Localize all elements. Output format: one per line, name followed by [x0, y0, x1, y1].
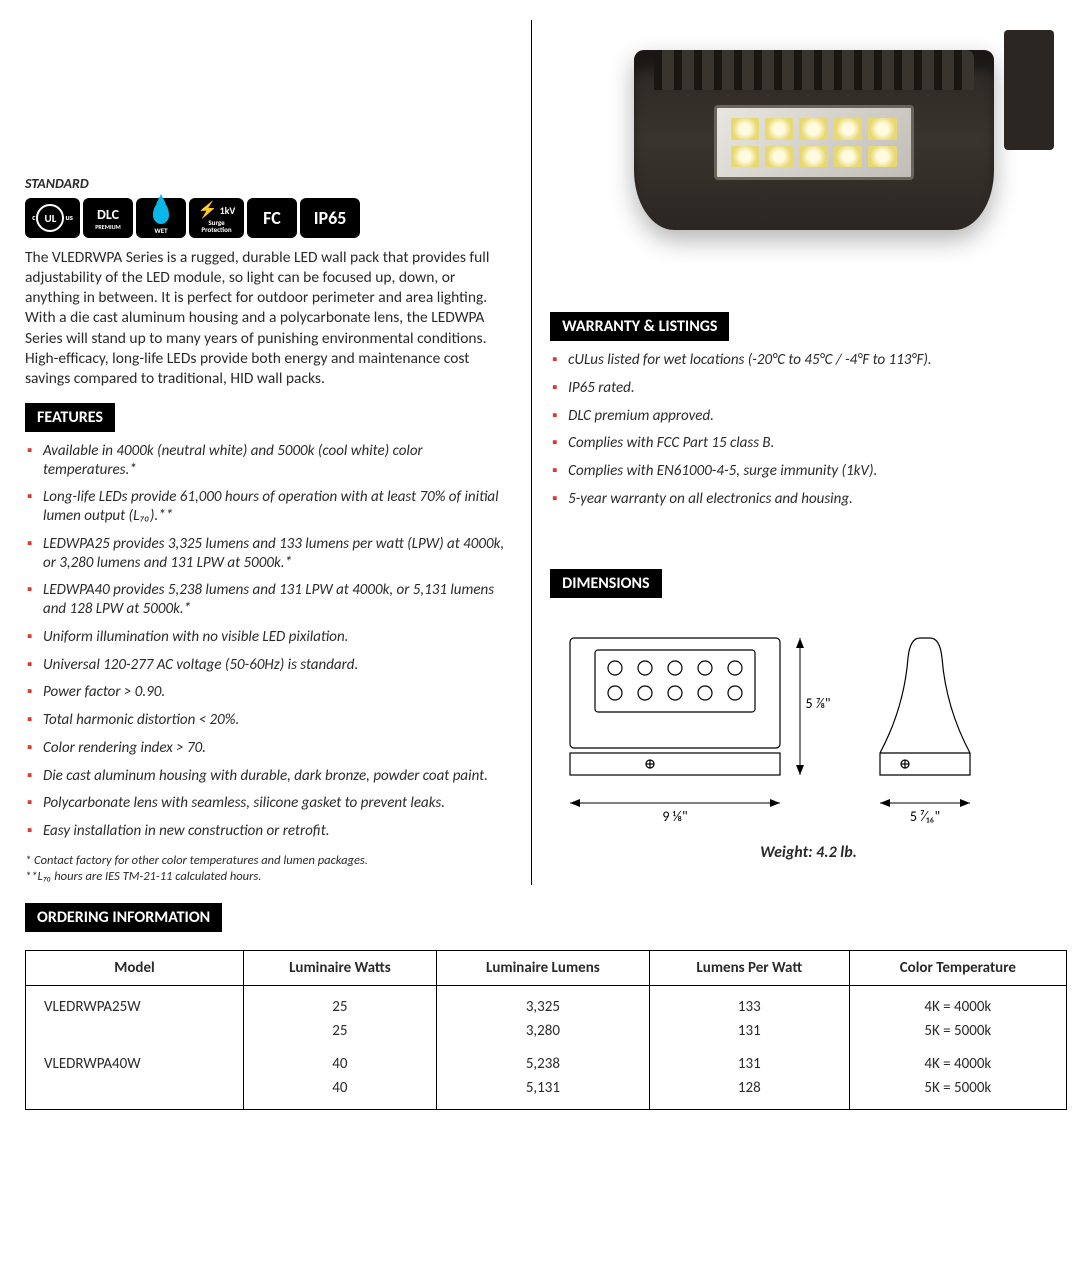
- intro-paragraph: The VLEDRWPA Series is a rugged, durable…: [25, 248, 511, 389]
- footnote-1: * Contact factory for other color temper…: [25, 853, 511, 869]
- feature-item: Power factor > 0.90.: [43, 683, 507, 702]
- cell-lumens: 3,280: [436, 1019, 649, 1043]
- fcc-badge: FC: [247, 198, 297, 238]
- cell-lumens: 5,131: [436, 1076, 649, 1110]
- th-model: Model: [26, 951, 244, 986]
- dlc-sub: PREMIUM: [95, 223, 121, 231]
- features-header: FEATURES: [25, 403, 115, 432]
- warranty-item: 5-year warranty on all electronics and h…: [568, 490, 1063, 509]
- warranty-item: Complies with EN61000-4-5, surge immunit…: [568, 462, 1063, 481]
- feature-item: Universal 120-277 AC voltage (50-60Hz) i…: [43, 656, 507, 675]
- footnotes: * Contact factory for other color temper…: [25, 853, 511, 886]
- front-view-drawing: 9 ⅛" 5 ⅞": [550, 628, 830, 828]
- product-photo: [594, 20, 1024, 300]
- weight-label: Weight: 4.2 lb.: [550, 843, 1067, 862]
- cell-model: [26, 1019, 244, 1043]
- ul-prefix: c: [32, 213, 35, 223]
- th-watts: Luminaire Watts: [243, 951, 436, 986]
- standard-label: STANDARD: [25, 175, 511, 192]
- cell-model: VLEDRWPA25W: [26, 986, 244, 1020]
- cell-lpw: 131: [649, 1019, 849, 1043]
- th-ct: Color Temperature: [849, 951, 1066, 986]
- feature-item: Easy installation in new construction or…: [43, 822, 507, 841]
- feature-item: Die cast aluminum housing with durable, …: [43, 767, 507, 786]
- feature-item: Total harmonic distortion < 20%.: [43, 711, 507, 730]
- features-list: Available in 4000k (neutral white) and 5…: [25, 442, 511, 841]
- bolt-icon: ⚡: [198, 203, 218, 219]
- table-row: VLEDRWPA25W 25 3,325 133 4K = 4000k: [26, 986, 1067, 1020]
- ordering-table: Model Luminaire Watts Luminaire Lumens L…: [25, 950, 1067, 1110]
- warranty-item: DLC premium approved.: [568, 407, 1063, 426]
- th-lumens: Luminaire Lumens: [436, 951, 649, 986]
- dim-width: 9 ⅛": [663, 808, 688, 825]
- table-row: 25 3,280 131 5K = 5000k: [26, 1019, 1067, 1043]
- warranty-header: WARRANTY & LISTINGS: [550, 312, 729, 341]
- cell-lumens: 3,325: [436, 986, 649, 1020]
- feature-item: Long-life LEDs provide 61,000 hours of o…: [43, 488, 507, 526]
- surge-kv: 1kV: [220, 206, 236, 216]
- cell-ct: 5K = 5000k: [849, 1019, 1066, 1043]
- th-lpw: Lumens Per Watt: [649, 951, 849, 986]
- feature-item: LEDWPA25 provides 3,325 lumens and 133 l…: [43, 535, 507, 573]
- ul-circle: UL: [36, 204, 64, 232]
- cell-ct: 4K = 4000k: [849, 1043, 1066, 1076]
- cell-ct: 4K = 4000k: [849, 986, 1066, 1020]
- ul-badge: c UL us: [25, 198, 80, 238]
- ip65-badge: IP65: [300, 198, 360, 238]
- dimension-drawings: 9 ⅛" 5 ⅞" 5 ⁷⁄₁₆": [550, 628, 1067, 833]
- certification-badges: c UL us DLC PREMIUM WET ⚡ 1kV Surge Prot…: [25, 198, 511, 238]
- footnote-2: **L₇₀ hours are IES TM-21-11 calculated …: [25, 869, 511, 885]
- dlc-text: DLC: [97, 206, 119, 223]
- cell-lpw: 133: [649, 986, 849, 1020]
- surge-badge: ⚡ 1kV Surge Protection: [189, 198, 244, 238]
- warranty-item: cULus listed for wet locations (-20°C to…: [568, 351, 1063, 370]
- warranty-item: IP65 rated.: [568, 379, 1063, 398]
- dlc-badge: DLC PREMIUM: [83, 198, 133, 238]
- cell-lumens: 5,238: [436, 1043, 649, 1076]
- warranty-item: Complies with FCC Part 15 class B.: [568, 434, 1063, 453]
- cell-lpw: 131: [649, 1043, 849, 1076]
- feature-item: Available in 4000k (neutral white) and 5…: [43, 442, 507, 480]
- cell-model: [26, 1076, 244, 1110]
- dim-depth: 5 ⁷⁄₁₆": [910, 808, 940, 825]
- wet-badge: WET: [136, 198, 186, 238]
- feature-item: Uniform illumination with no visible LED…: [43, 628, 507, 647]
- feature-item: Color rendering index > 70.: [43, 739, 507, 758]
- table-row: 40 5,131 128 5K = 5000k: [26, 1076, 1067, 1110]
- water-drop-icon: [153, 202, 169, 224]
- table-row: VLEDRWPA40W 40 5,238 131 4K = 4000k: [26, 1043, 1067, 1076]
- ordering-header: ORDERING INFORMATION: [25, 903, 222, 932]
- dim-height: 5 ⅞": [806, 695, 830, 712]
- wet-text: WET: [154, 226, 167, 235]
- cell-watts: 40: [243, 1076, 436, 1110]
- feature-item: LEDWPA40 provides 5,238 lumens and 131 L…: [43, 581, 507, 619]
- surge-l2: Protection: [201, 226, 231, 233]
- cell-watts: 25: [243, 986, 436, 1020]
- side-view-drawing: 5 ⁷⁄₁₆": [860, 628, 1040, 828]
- ul-suffix: us: [65, 213, 72, 223]
- warranty-list: cULus listed for wet locations (-20°C to…: [550, 351, 1067, 509]
- cell-lpw: 128: [649, 1076, 849, 1110]
- cell-ct: 5K = 5000k: [849, 1076, 1066, 1110]
- feature-item: Polycarbonate lens with seamless, silico…: [43, 794, 507, 813]
- cell-model: VLEDRWPA40W: [26, 1043, 244, 1076]
- cell-watts: 40: [243, 1043, 436, 1076]
- dimensions-header: DIMENSIONS: [550, 569, 661, 598]
- cell-watts: 25: [243, 1019, 436, 1043]
